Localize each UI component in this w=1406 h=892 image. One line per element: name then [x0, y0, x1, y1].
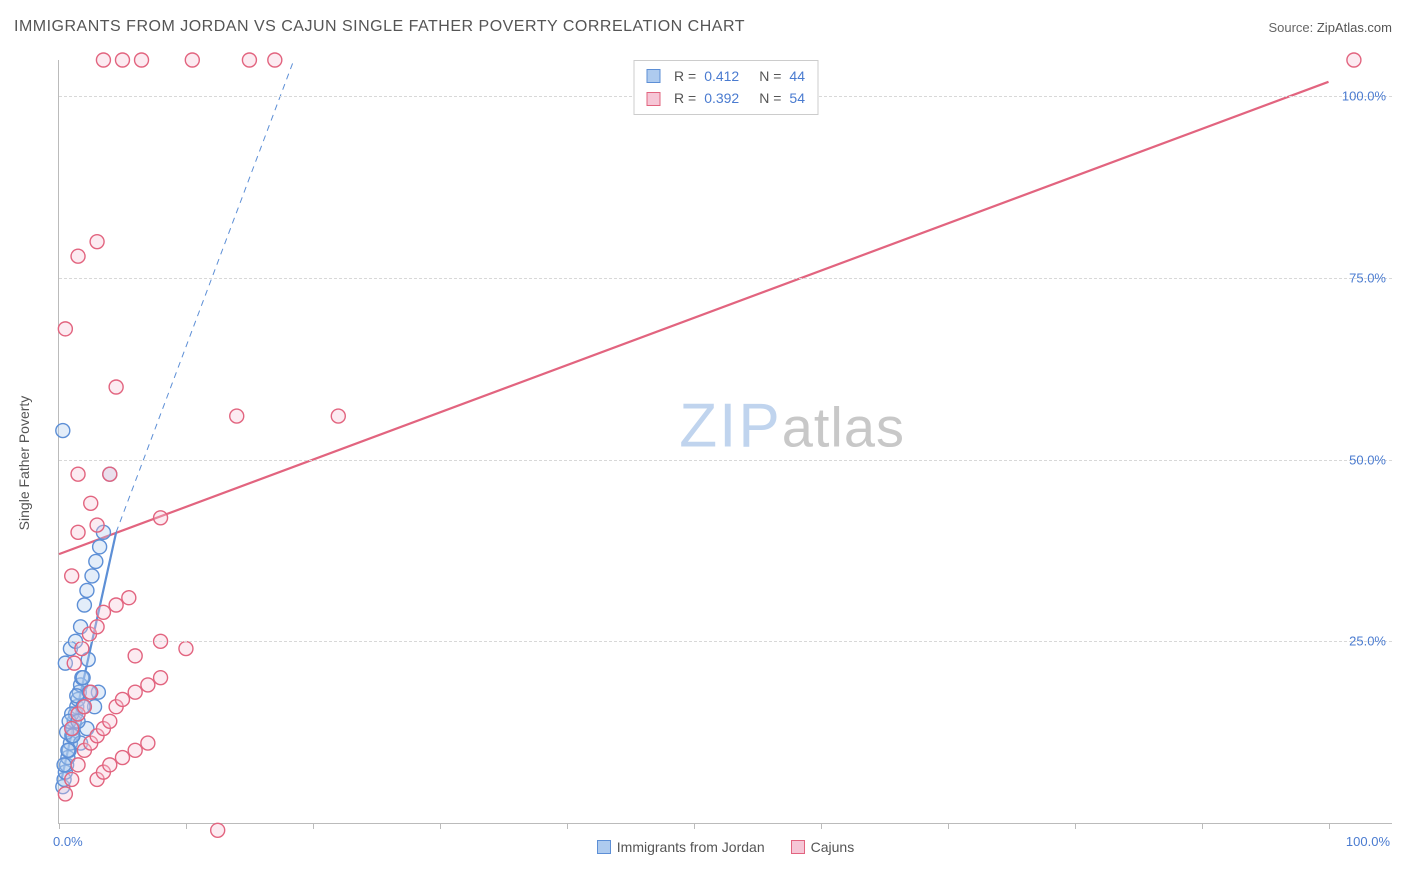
- data-point-cajuns: [141, 678, 155, 692]
- plot-area: ZIPatlas R = 0.412 N = 44 R = 0.392 N = …: [58, 60, 1392, 824]
- data-point-jordan: [57, 758, 71, 772]
- data-point-cajuns: [115, 53, 129, 67]
- data-point-cajuns: [115, 751, 129, 765]
- data-point-cajuns: [1347, 53, 1361, 67]
- data-point-cajuns: [67, 656, 81, 670]
- data-point-cajuns: [96, 53, 110, 67]
- data-point-cajuns: [128, 685, 142, 699]
- y-tick-label: 100.0%: [1342, 89, 1386, 104]
- data-point-cajuns: [103, 714, 117, 728]
- data-point-jordan: [89, 554, 103, 568]
- y-tick-label: 25.0%: [1349, 634, 1386, 649]
- data-point-cajuns: [96, 605, 110, 619]
- chart-title: IMMIGRANTS FROM JORDAN VS CAJUN SINGLE F…: [14, 18, 745, 36]
- data-point-cajuns: [90, 620, 104, 634]
- x-tick-mark: [186, 823, 187, 829]
- x-tick-mark: [948, 823, 949, 829]
- data-point-cajuns: [135, 53, 149, 67]
- data-point-cajuns: [179, 642, 193, 656]
- gridline: [59, 460, 1392, 461]
- swatch-jordan: [597, 840, 611, 854]
- x-tick-mark: [1329, 823, 1330, 829]
- x-tick-mark: [694, 823, 695, 829]
- data-point-cajuns: [71, 249, 85, 263]
- data-point-cajuns: [230, 409, 244, 423]
- data-point-cajuns: [128, 649, 142, 663]
- data-point-cajuns: [128, 743, 142, 757]
- data-point-jordan: [76, 671, 90, 685]
- data-point-cajuns: [65, 722, 79, 736]
- swatch-jordan: [646, 69, 660, 83]
- data-point-cajuns: [109, 380, 123, 394]
- data-point-cajuns: [103, 467, 117, 481]
- data-point-jordan: [56, 424, 70, 438]
- data-point-cajuns: [65, 772, 79, 786]
- data-point-cajuns: [115, 692, 129, 706]
- y-tick-label: 75.0%: [1349, 271, 1386, 286]
- y-tick-label: 50.0%: [1349, 452, 1386, 467]
- swatch-cajuns: [791, 840, 805, 854]
- data-point-cajuns: [71, 525, 85, 539]
- data-point-cajuns: [154, 671, 168, 685]
- y-axis-label: Single Father Poverty: [16, 396, 32, 531]
- swatch-cajuns: [646, 92, 660, 106]
- x-tick-mark: [440, 823, 441, 829]
- x-tick-mark: [1075, 823, 1076, 829]
- data-point-cajuns: [71, 758, 85, 772]
- x-tick-mark: [1202, 823, 1203, 829]
- x-tick-mark: [59, 823, 60, 829]
- data-point-cajuns: [154, 511, 168, 525]
- data-point-cajuns: [58, 322, 72, 336]
- scatter-points: [59, 60, 1392, 823]
- series-legend: Immigrants from Jordan Cajuns: [59, 839, 1392, 855]
- data-point-jordan: [80, 583, 94, 597]
- title-bar: IMMIGRANTS FROM JORDAN VS CAJUN SINGLE F…: [14, 18, 1392, 36]
- legend-item-jordan: Immigrants from Jordan: [597, 839, 765, 855]
- data-point-cajuns: [268, 53, 282, 67]
- data-point-jordan: [61, 743, 75, 757]
- data-point-jordan: [93, 540, 107, 554]
- legend-item-cajuns: Cajuns: [791, 839, 855, 855]
- data-point-cajuns: [185, 53, 199, 67]
- data-point-jordan: [77, 598, 91, 612]
- data-point-cajuns: [141, 736, 155, 750]
- data-point-cajuns: [211, 823, 225, 837]
- data-point-cajuns: [242, 53, 256, 67]
- data-point-cajuns: [75, 642, 89, 656]
- chart-area: Single Father Poverty ZIPatlas R = 0.412…: [14, 48, 1392, 878]
- stat-legend-box: R = 0.412 N = 44 R = 0.392 N = 54: [633, 60, 818, 115]
- data-point-cajuns: [77, 700, 91, 714]
- data-point-cajuns: [331, 409, 345, 423]
- stat-row-cajuns: R = 0.392 N = 54: [646, 87, 805, 109]
- gridline: [59, 278, 1392, 279]
- data-point-cajuns: [90, 235, 104, 249]
- data-point-cajuns: [109, 598, 123, 612]
- x-tick-mark: [567, 823, 568, 829]
- data-point-cajuns: [103, 758, 117, 772]
- source-link[interactable]: ZipAtlas.com: [1317, 20, 1392, 35]
- stat-row-jordan: R = 0.412 N = 44: [646, 65, 805, 87]
- gridline: [59, 641, 1392, 642]
- source-label: Source: ZipAtlas.com: [1268, 20, 1392, 35]
- data-point-cajuns: [90, 518, 104, 532]
- data-point-cajuns: [122, 591, 136, 605]
- data-point-cajuns: [84, 685, 98, 699]
- data-point-cajuns: [65, 569, 79, 583]
- x-tick-mark: [313, 823, 314, 829]
- data-point-cajuns: [84, 496, 98, 510]
- data-point-cajuns: [58, 787, 72, 801]
- data-point-cajuns: [71, 467, 85, 481]
- data-point-jordan: [85, 569, 99, 583]
- x-tick-mark: [821, 823, 822, 829]
